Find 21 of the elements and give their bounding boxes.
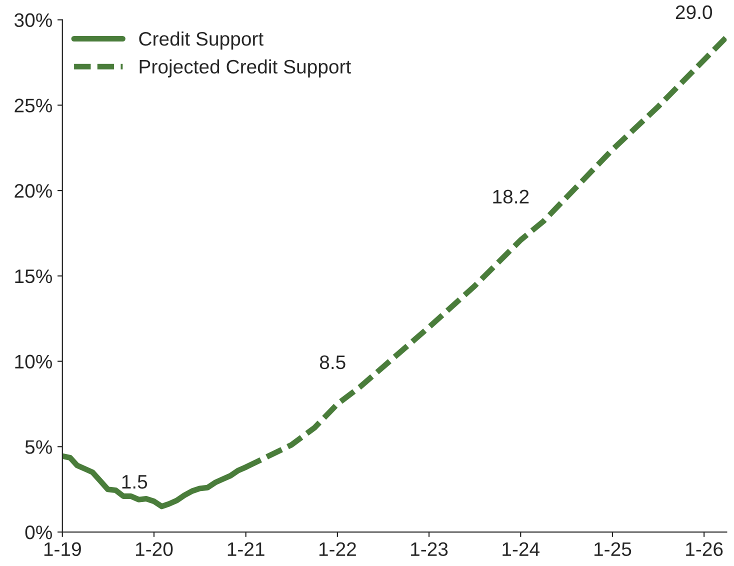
y-tick-label: 0% bbox=[25, 526, 52, 540]
y-tick-label: 5% bbox=[25, 440, 52, 454]
y-tick-label: 20% bbox=[14, 184, 52, 198]
data-label: 8.5 bbox=[320, 355, 346, 370]
x-tick-label: 1-23 bbox=[411, 542, 448, 556]
data-label: 29.0 bbox=[676, 5, 712, 20]
y-tick-label: 30% bbox=[14, 13, 52, 28]
y-tick-label: 10% bbox=[15, 354, 52, 369]
x-tick-label: 1-24 bbox=[502, 542, 540, 556]
data-label: 18.2 bbox=[493, 190, 529, 204]
legend-label: Credit Support bbox=[139, 31, 264, 50]
legend-label: Projected Credit Support bbox=[140, 59, 351, 78]
x-tick-label: 1-22 bbox=[319, 542, 356, 556]
data-label: 1.5 bbox=[122, 475, 148, 489]
x-tick-label: 1-26 bbox=[686, 542, 723, 556]
x-tick-label: 1-25 bbox=[594, 542, 632, 556]
y-tick-label: 15% bbox=[15, 269, 52, 284]
y-tick-label: 25% bbox=[14, 98, 52, 112]
x-tick-label: 1-21 bbox=[228, 542, 264, 556]
x-tick-label: 1-19 bbox=[44, 542, 81, 556]
x-tick-label: 1-20 bbox=[136, 542, 173, 556]
